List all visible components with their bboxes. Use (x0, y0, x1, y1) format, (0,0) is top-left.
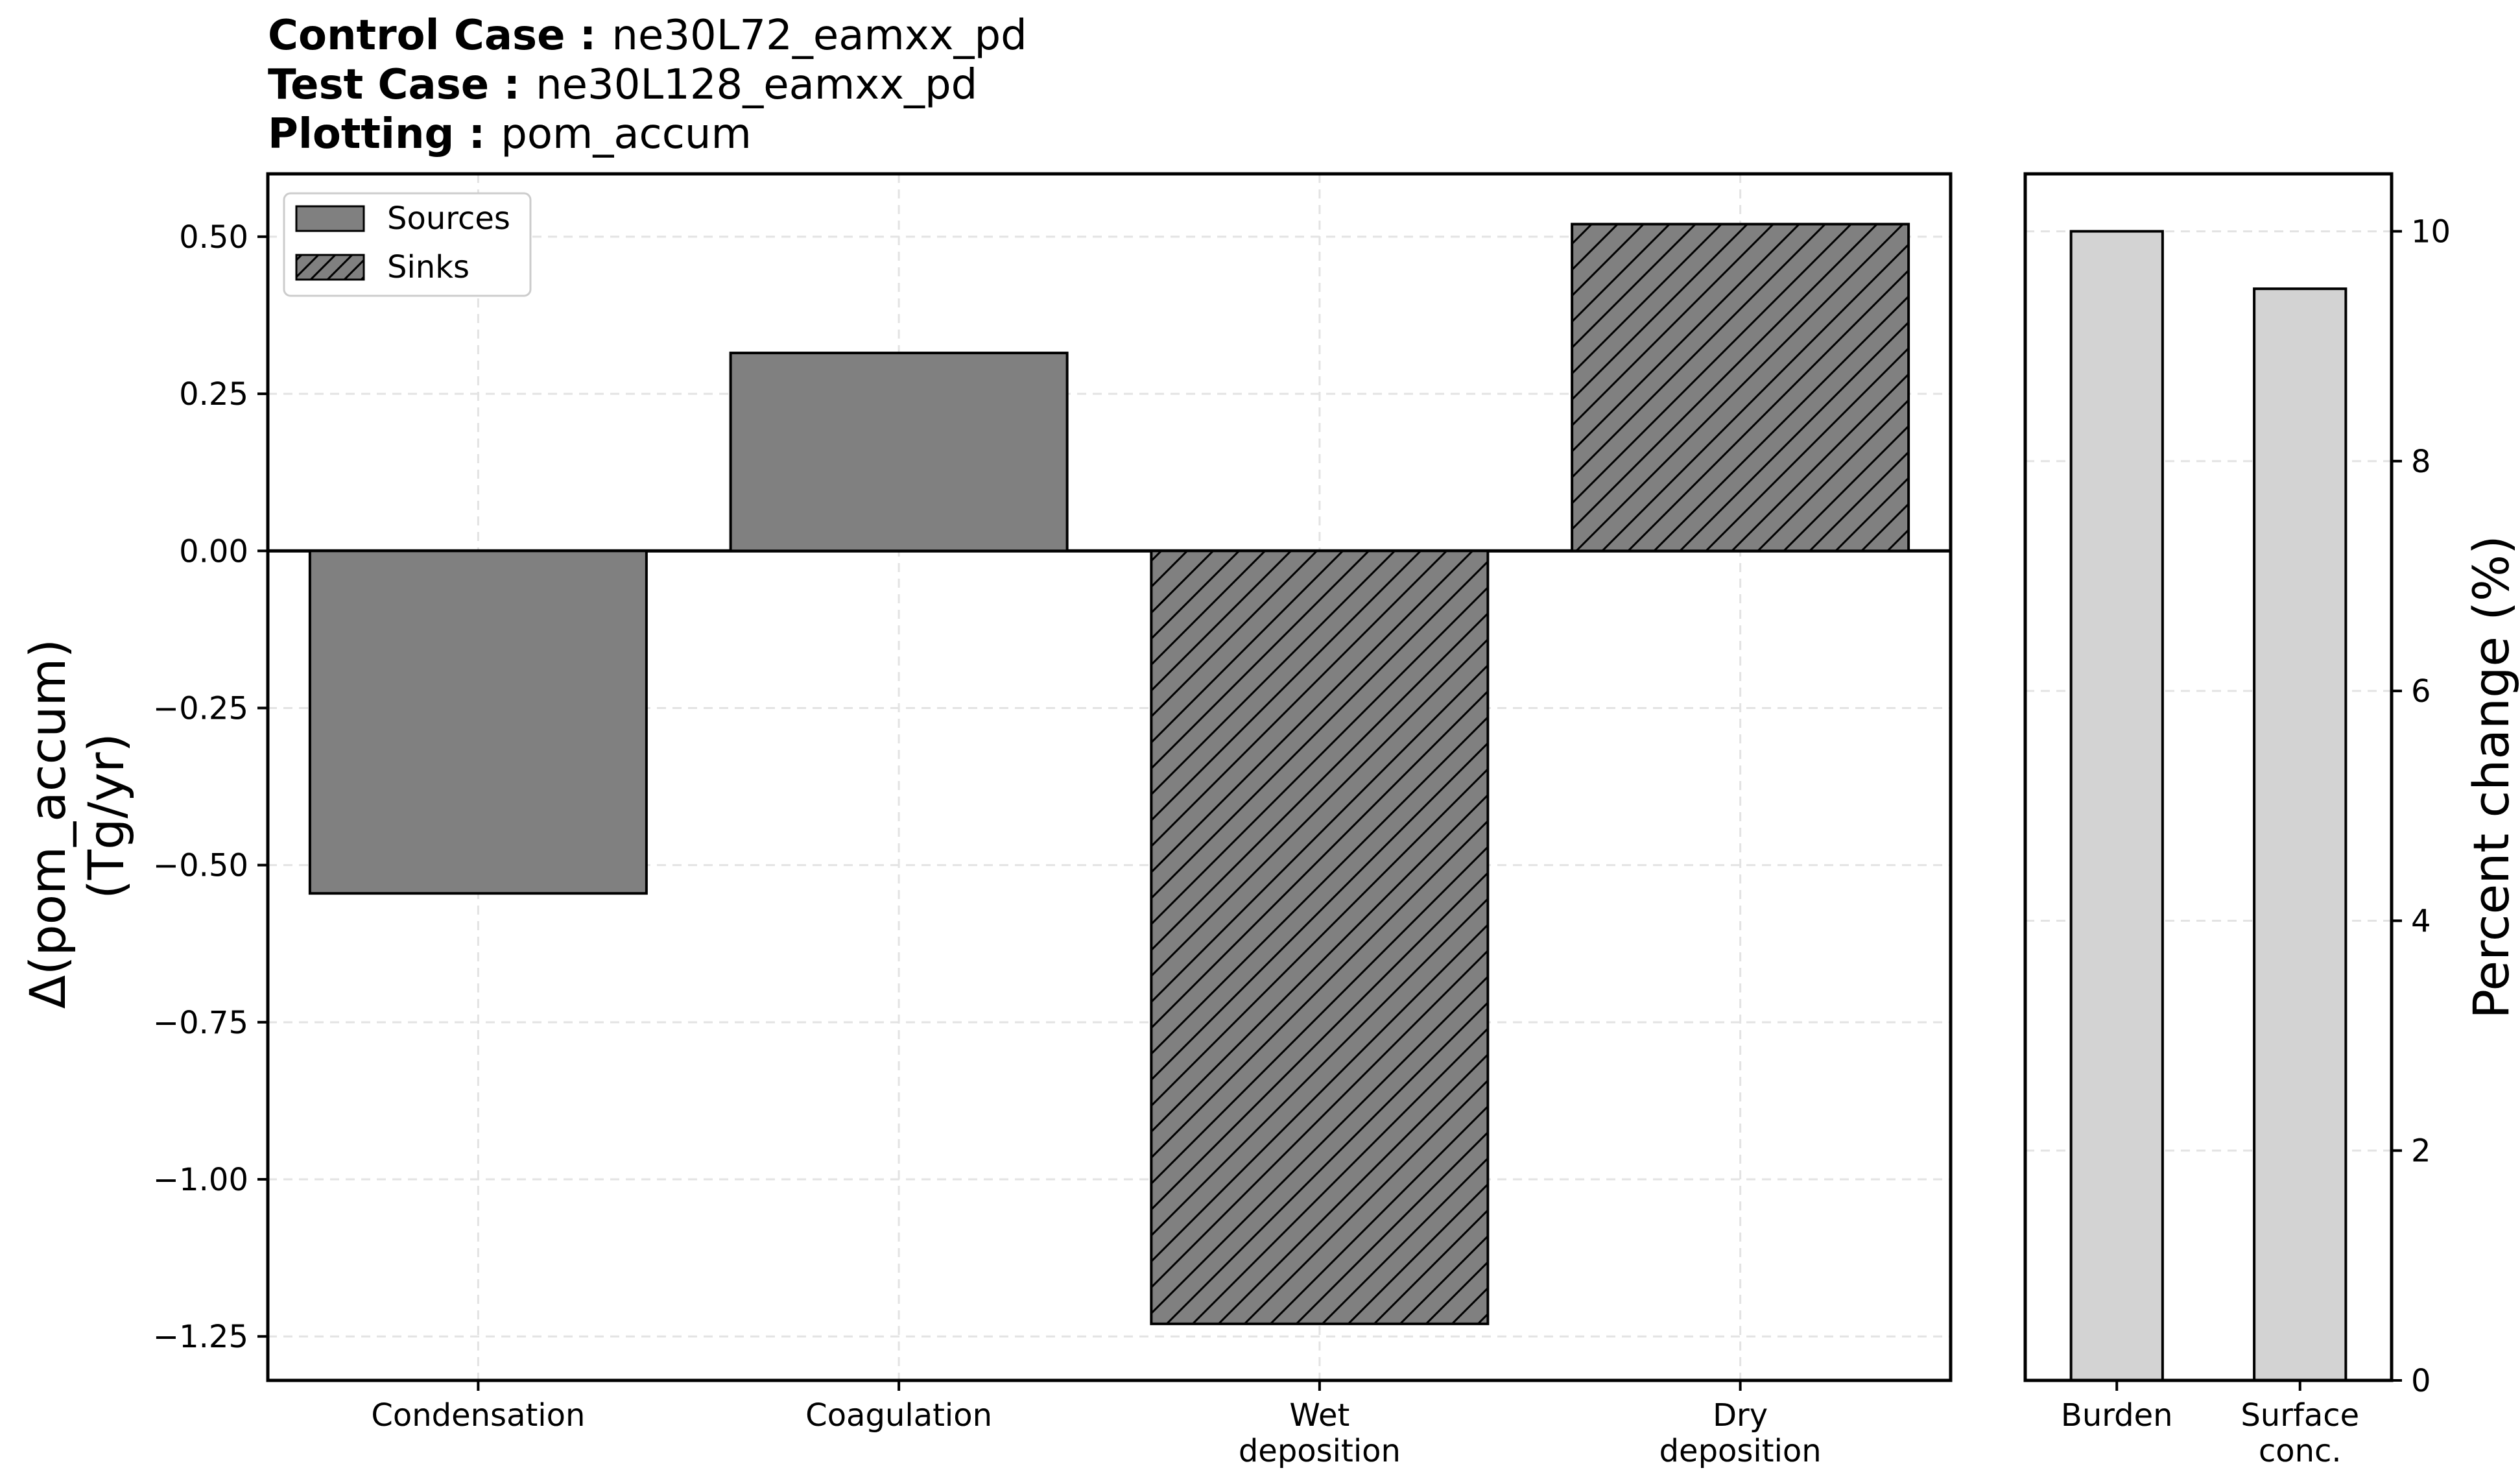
percent-change-chart: 0 2 4 6 8 10 Burden Surface conc. Percent chang… (2023, 172, 2520, 1469)
legend-label-sources: Sources (387, 200, 510, 237)
main-y-axis-label: Δ(pom_accum) (Tg/yr) (19, 623, 135, 1009)
side-x-tick-label: Burden (2061, 1397, 2173, 1434)
side-bars (2069, 230, 2348, 1382)
plotting-value: pom_accum (501, 110, 752, 158)
main-x-ticks: Condensation Coagulation Wet deposition Dry d… (371, 1380, 1822, 1469)
side-y-ticks: 0 2 4 6 8 10 (2392, 214, 2451, 1399)
bar-dry-deposition (1571, 222, 1910, 553)
y-tick-label: −0.50 (153, 848, 248, 884)
main-bars (308, 222, 1910, 1325)
legend-swatch-sinks (295, 254, 365, 281)
side-y-tick-label: 8 (2411, 444, 2431, 480)
y-tick-label: −1.00 (153, 1162, 248, 1198)
side-y-tick-label: 0 (2411, 1363, 2431, 1399)
side-x-tick-label: Surface conc. (2241, 1397, 2359, 1469)
legend-label-sinks: Sinks (387, 249, 470, 285)
control-case-key: Control Case : (268, 12, 596, 60)
plotting-line: Plotting : pom_accum (268, 110, 752, 158)
test-case-value: ne30L128_eamxx_pd (536, 61, 977, 109)
bar-burden (2069, 230, 2164, 1382)
header: Control Case : ne30L72_eamxx_pd Test Case… (268, 12, 1027, 158)
legend-swatch-sources (295, 205, 365, 232)
y-tick-label: 0.25 (179, 376, 248, 413)
x-tick-label: Wet deposition (1239, 1397, 1401, 1469)
plotting-key: Plotting : (268, 110, 485, 158)
side-x-ticks: Burden Surface conc. (2061, 1380, 2359, 1469)
main-y-ticks: 0.50 0.25 0.00 −0.25 −0.50 −0.75 −1.00 −1.25 (153, 219, 268, 1355)
y-tick-label: −0.75 (153, 1005, 248, 1041)
y-axis-label-line2: (Tg/yr) (77, 733, 135, 899)
side-y-tick-label: 6 (2411, 673, 2431, 710)
side-y-tick-label: 2 (2411, 1133, 2431, 1170)
side-y-axis-label: Percent change (%) (2462, 535, 2520, 1019)
control-case-line: Control Case : ne30L72_eamxx_pd (268, 12, 1027, 60)
y-tick-label: −0.25 (153, 690, 248, 727)
y-tick-label: 0.00 (179, 533, 248, 570)
budget-bar-chart: 0.50 0.25 0.00 −0.25 −0.50 −0.75 −1.00 −1.25 Co… (19, 172, 1953, 1469)
x-tick-label: Condensation (371, 1397, 585, 1434)
bar-coagulation (729, 352, 1069, 553)
side-plot-frame (2023, 172, 2394, 1382)
y-tick-label: −1.25 (153, 1319, 248, 1355)
test-case-key: Test Case : (268, 61, 520, 109)
y-axis-label-line1: Δ(pom_accum) (19, 639, 77, 1009)
bar-wet-deposition (1150, 549, 1490, 1325)
control-case-value: ne30L72_eamxx_pd (612, 12, 1027, 60)
test-case-line: Test Case : ne30L128_eamxx_pd (268, 61, 977, 109)
main-plot-frame (266, 172, 1953, 1382)
side-y-tick-label: 10 (2411, 214, 2451, 250)
side-y-tick-label: 4 (2411, 903, 2431, 939)
bar-condensation (308, 549, 648, 895)
bar-surface-conc- (2253, 287, 2348, 1382)
x-tick-label: Dry deposition (1659, 1397, 1822, 1469)
y-tick-label: 0.50 (179, 219, 248, 256)
legend: Sources Sinks (283, 192, 532, 297)
x-tick-label: Coagulation (805, 1397, 992, 1434)
